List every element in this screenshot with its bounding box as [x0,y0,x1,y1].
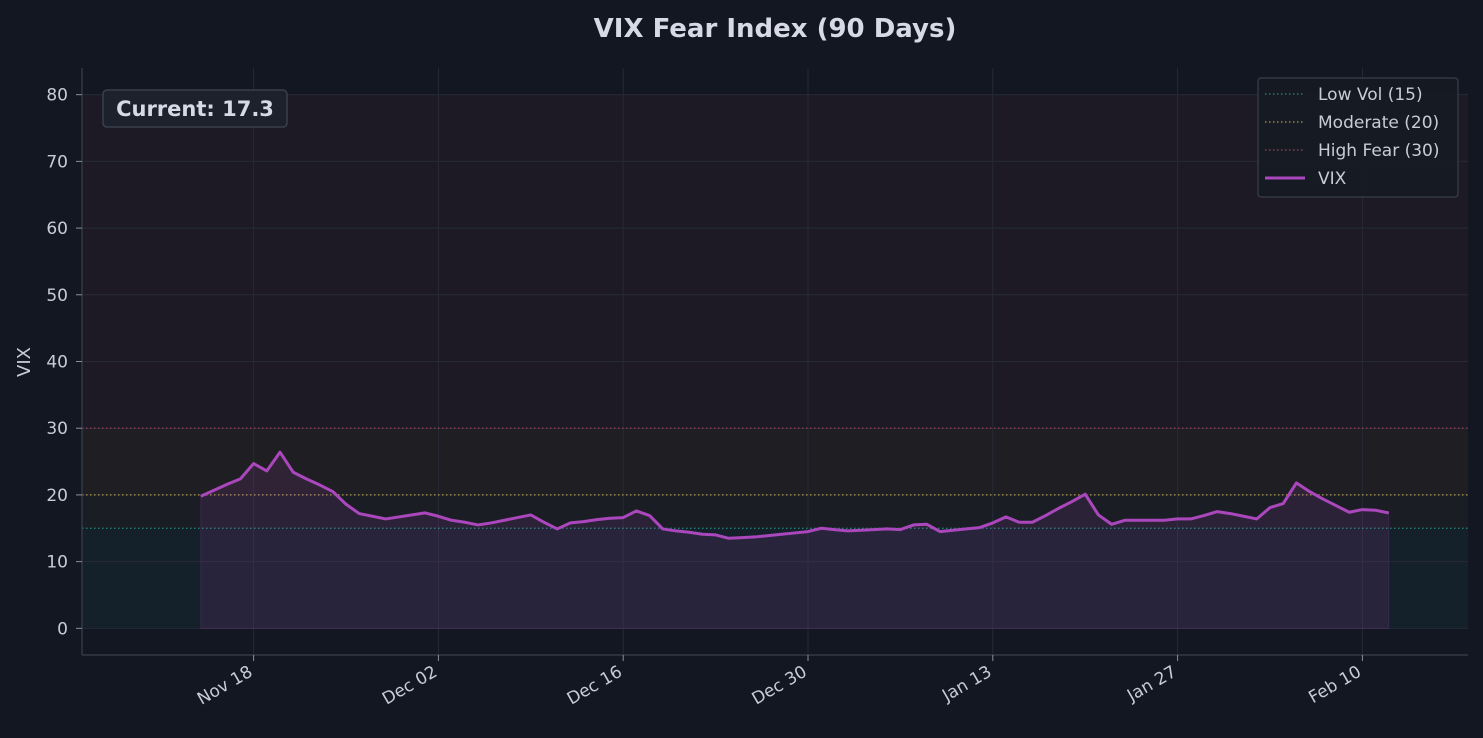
x-tick-label: Jan 13 [938,662,995,706]
y-tick-label: 50 [46,286,68,306]
chart-legend: Low Vol (15) Moderate (20) High Fear (30) V… [1258,78,1458,197]
y-tick-label: 20 [46,486,68,506]
x-tick-label: Dec 30 [749,662,811,709]
x-tick-label: Dec 02 [379,662,441,709]
y-tick-label: 10 [46,553,68,573]
y-tick-label: 30 [46,419,68,439]
x-tick-label: Jan 27 [1123,662,1180,706]
current-value-annotation: Current: 17.3 [103,90,287,127]
x-tick-label: Feb 10 [1305,662,1364,708]
y-tick-label: 40 [46,353,68,373]
x-tick-label: Nov 18 [194,662,256,709]
y-tick-label: 60 [46,219,68,239]
y-axis-label: VIX [14,347,35,377]
y-tick-label: 0 [57,619,68,639]
legend-label: Low Vol (15) [1318,85,1423,105]
legend-label: High Fear (30) [1318,141,1440,161]
x-tick-label: Dec 16 [564,662,626,709]
y-tick-label: 80 [46,86,68,106]
y-tick-label: 70 [46,152,68,172]
legend-label: VIX [1318,169,1347,189]
current-value-text: Current: 17.3 [116,97,274,121]
chart-title: VIX Fear Index (90 Days) [594,14,957,44]
legend-label: Moderate (20) [1318,113,1439,133]
